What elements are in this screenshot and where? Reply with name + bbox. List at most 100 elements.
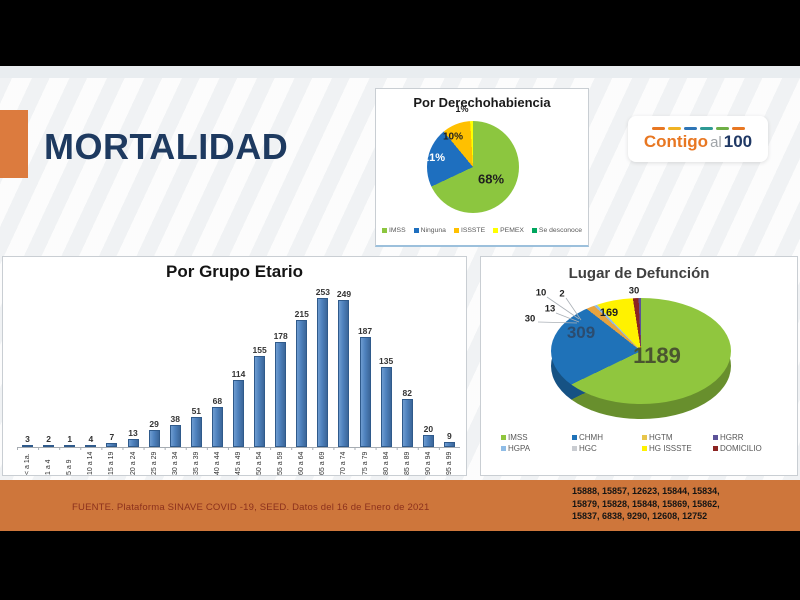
slide-top-strip (0, 66, 800, 78)
derechohabiencia-legend-label: Se desconoce (538, 227, 582, 234)
contigo-al-100-logo: Contigo al 100 (628, 116, 768, 162)
bar-column: 178 (270, 331, 291, 447)
bar-value-label: 135 (379, 356, 394, 366)
bar-value-label: 114 (231, 369, 246, 379)
logo-dash (731, 127, 745, 130)
logo-dash (683, 127, 697, 130)
logo-word-al: al (710, 134, 722, 151)
bar (422, 435, 434, 447)
derechohabiencia-legend-swatch (413, 228, 419, 233)
bar-value-label: 38 (170, 414, 180, 424)
logo-dash (667, 127, 681, 130)
x-tick-label: 80 a 84 (376, 451, 397, 475)
bar (443, 442, 455, 447)
lugar-defuncion-legend-item: HGTM (642, 433, 713, 442)
bar-value-label: 51 (191, 406, 202, 416)
derechohabiencia-legend-item: Se desconoce (531, 227, 582, 234)
x-tick-label: 85 a 89 (397, 451, 418, 475)
pie-label-domicilio-count: 30 (628, 285, 640, 297)
x-tick-label-text: 85 a 89 (403, 451, 411, 475)
x-tick-label-text: 25 a 29 (150, 451, 158, 475)
lugar-defuncion-legend-swatch (642, 435, 647, 440)
bar-value-label: 3 (25, 434, 30, 444)
lugar-defuncion-legend-label: DOMICILIO (720, 444, 762, 453)
pie-label-imss: 68% (477, 171, 505, 187)
derechohabiencia-legend-swatch (453, 228, 459, 233)
x-axis-ticks (17, 447, 460, 450)
bar (190, 417, 202, 447)
derechohabiencia-panel: Por Derechohabiencia 68% 21% 10% 1% IMSS… (375, 88, 589, 247)
derechohabiencia-legend-label: IMSS (388, 227, 406, 234)
bar (211, 407, 223, 447)
logo-word-contigo: Contigo (643, 132, 709, 151)
lugar-defuncion-legend-item: IMSS (501, 433, 572, 442)
pie-label-hgrr-count: 13 (544, 303, 556, 315)
x-tick-label: 95 a 99 (439, 451, 460, 475)
derechohabiencia-legend-item: ISSSTE (453, 227, 485, 234)
x-tick-label-text: 45 a 49 (234, 451, 242, 475)
lugar-defuncion-legend-label: HG ISSSTE (649, 444, 692, 453)
logo-text: Contigo al 100 (644, 133, 752, 151)
x-tick-label: 10 a 14 (80, 451, 101, 475)
bar-column: 4 (80, 434, 101, 447)
bar-column: 215 (291, 309, 312, 447)
bar-value-label: 20 (423, 424, 434, 434)
pie-label-chmh-count: 309 (566, 323, 596, 342)
bar-value-label: 215 (294, 309, 309, 319)
lugar-defuncion-legend-item: HGPA (501, 444, 572, 453)
bar-column: 38 (165, 414, 186, 447)
pie-label-issste: 10% (442, 131, 464, 143)
bar-column: 9 (439, 431, 460, 447)
x-tick-label-text: 60 a 64 (298, 451, 306, 475)
lugar-defuncion-legend-item: HGRR (713, 433, 782, 442)
grupo-etario-x-labels: < a 1a. 1 a 4 5 a 9 10 a 14 15 a 19 20 a 24 25… (17, 451, 460, 475)
bar-value-label: 178 (273, 331, 288, 341)
x-tick-label-text: 70 a 74 (340, 451, 348, 475)
lugar-defuncion-legend-swatch (642, 446, 647, 451)
bar-column: 20 (418, 424, 439, 447)
lugar-defuncion-legend-item: DOMICILIO (713, 444, 782, 453)
lugar-defuncion-legend: IMSS CHMH HGTM HGRR HGPA HGC HG ISSSTE DOMICILI… (501, 433, 782, 453)
bar (359, 337, 371, 447)
x-tick-label: 15 a 19 (101, 451, 122, 475)
bar (127, 439, 139, 447)
bar-column: 13 (122, 428, 143, 447)
x-tick-label: 30 a 34 (165, 451, 186, 475)
bar-value-label: 2 (46, 434, 51, 444)
derechohabiencia-legend-label: PEMEX (500, 227, 524, 234)
bar-value-label: 249 (336, 289, 352, 299)
lugar-defuncion-title: Lugar de Defunción (568, 265, 710, 282)
slide-background: MORTALIDAD Por Derechohabiencia 68% 21% … (0, 66, 800, 480)
bar-column: 7 (101, 432, 122, 447)
bar (148, 430, 160, 447)
lugar-defuncion-legend-item: CHMH (572, 433, 642, 442)
bar (85, 445, 97, 447)
lugar-defuncion-legend-swatch (713, 446, 718, 451)
lugar-defuncion-legend-label: IMSS (508, 433, 528, 442)
bar (254, 356, 266, 447)
derechohabiencia-legend-swatch (493, 228, 499, 233)
footer-numbers-line3: 15837, 6838, 9290, 12608, 12752 (572, 511, 708, 521)
lugar-defuncion-legend-swatch (572, 435, 577, 440)
derechohabiencia-legend-item: IMSS (381, 227, 406, 234)
logo-dash (699, 127, 713, 130)
lugar-defuncion-legend-label: HGRR (720, 433, 744, 442)
title-accent-square (0, 110, 28, 178)
x-tick-label-text: 20 a 24 (129, 451, 137, 475)
x-tick-label-text: 65 a 69 (319, 451, 327, 475)
x-tick-label-text: 80 a 84 (382, 451, 390, 475)
bar-column: 1 (59, 434, 80, 447)
pie-label-imss-count: 1189 (633, 343, 681, 368)
source-note: FUENTE. Plataforma SINAVE COVID -19, SEE… (72, 502, 430, 513)
bar (401, 399, 413, 447)
lugar-defuncion-legend-label: CHMH (579, 433, 603, 442)
x-tick-label: 50 a 54 (249, 451, 270, 475)
grupo-etario-panel: Por Grupo Etario 3 2 1 4 7 13 29 38 51 68 114 155 17… (2, 256, 467, 476)
bar-value-label: 187 (357, 326, 373, 336)
bar (232, 380, 244, 447)
bar (296, 320, 308, 447)
x-tick-label-text: 95 a 99 (445, 451, 453, 475)
x-tick-label-text: 75 a 79 (361, 451, 369, 475)
pie-label-hgc-count: 2 (559, 288, 565, 300)
derechohabiencia-pie (427, 121, 519, 213)
